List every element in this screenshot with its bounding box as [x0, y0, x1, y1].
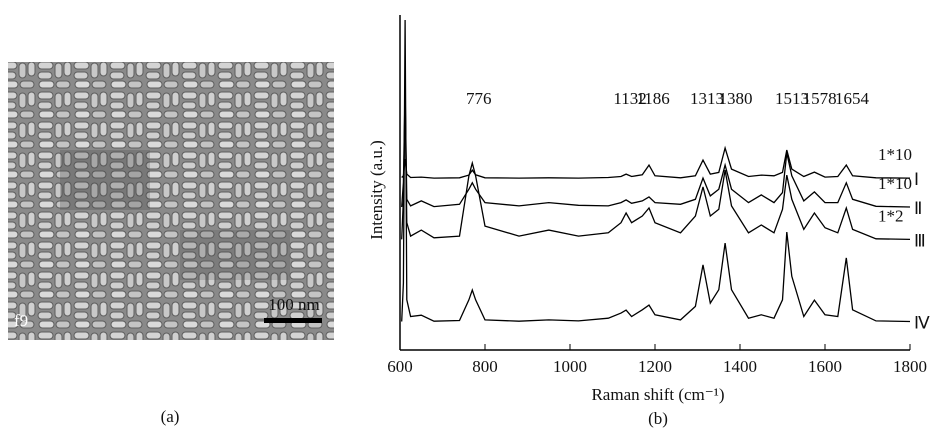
x-tick-label: 1400 [723, 357, 757, 376]
peak-label: 1513 [775, 89, 809, 108]
peak-label: 776 [466, 89, 492, 108]
x-axis-label: Raman shift (cm⁻¹) [591, 385, 724, 404]
peak-label: 1578 [803, 89, 837, 108]
x-tick-label: 1200 [638, 357, 672, 376]
peak-label: 1654 [835, 89, 870, 108]
scale-bar-label: 100 nm [268, 295, 319, 314]
series-label: Ⅳ [914, 313, 930, 332]
series-label: Ⅲ [914, 231, 926, 250]
series-factor: 1*10 [878, 174, 912, 193]
spectrum [401, 19, 911, 323]
series-label: Ⅱ [914, 199, 922, 218]
peak-label: 1313 [690, 89, 724, 108]
spectrum [401, 89, 911, 208]
series-label: Ⅰ [914, 170, 919, 189]
scale-bar [264, 318, 322, 323]
peak-label: 1132 [613, 89, 646, 108]
sem-texture [8, 62, 334, 340]
series-factor: 1*2 [878, 206, 904, 225]
y-axis-label: Intensity (a.u.) [367, 140, 386, 240]
sem-image: f9 100 nm [8, 62, 334, 340]
x-tick-label: 1800 [893, 357, 927, 376]
image-label: f9 [14, 311, 28, 330]
spectrum [401, 145, 911, 179]
shadow [180, 230, 290, 280]
x-tick-label: 800 [472, 357, 498, 376]
shadow [60, 150, 150, 210]
peak-label: 1380 [719, 89, 753, 108]
x-tick-label: 600 [387, 357, 413, 376]
caption: (a) [161, 407, 180, 426]
x-tick-label: 1600 [808, 357, 842, 376]
x-tick-label: 1000 [553, 357, 587, 376]
spectrum [401, 95, 911, 241]
caption: (b) [648, 409, 668, 428]
peak-label: 1186 [636, 89, 669, 108]
series-factor: 1*10 [878, 145, 912, 164]
